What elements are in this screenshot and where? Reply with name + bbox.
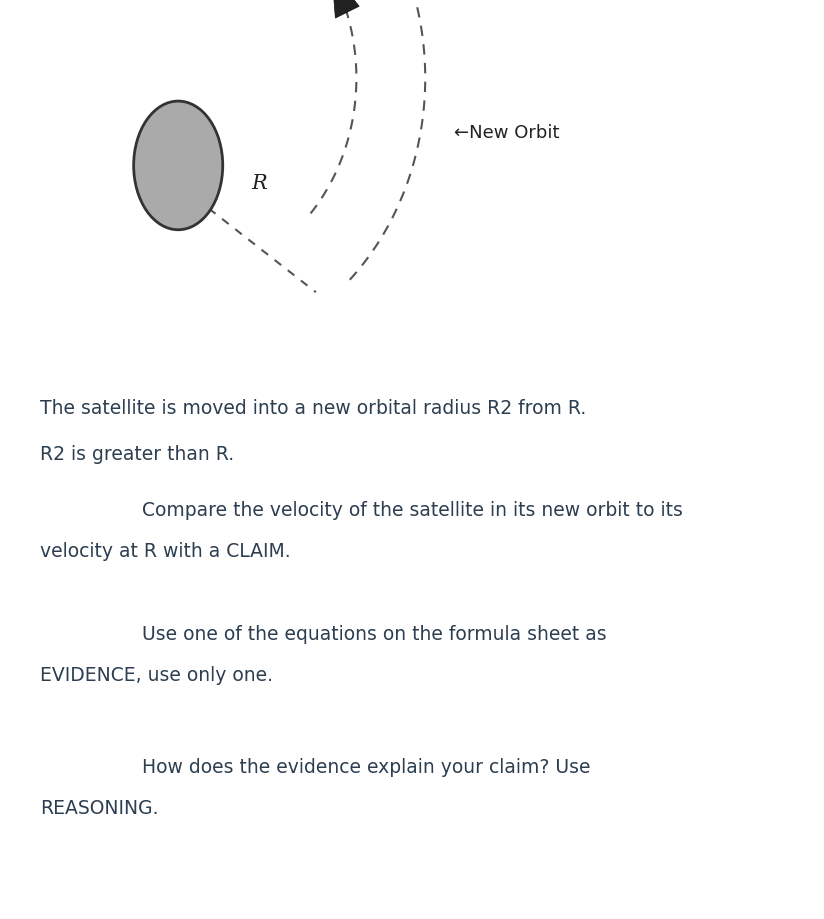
Text: Compare the velocity of the satellite in its new orbit to its: Compare the velocity of the satellite in… bbox=[142, 501, 682, 519]
Text: R2 is greater than R.: R2 is greater than R. bbox=[40, 446, 235, 464]
Text: REASONING.: REASONING. bbox=[40, 800, 159, 818]
Text: velocity at R with a CLAIM.: velocity at R with a CLAIM. bbox=[40, 542, 291, 561]
Text: ←New Orbit: ←New Orbit bbox=[453, 124, 559, 142]
Text: Use one of the equations on the formula sheet as: Use one of the equations on the formula … bbox=[142, 625, 606, 643]
Ellipse shape bbox=[133, 101, 222, 230]
Text: EVIDENCE, use only one.: EVIDENCE, use only one. bbox=[40, 666, 274, 685]
Polygon shape bbox=[332, 0, 359, 18]
Text: R: R bbox=[251, 175, 267, 193]
Text: The satellite is moved into a new orbital radius R2 from R.: The satellite is moved into a new orbita… bbox=[40, 400, 587, 418]
Text: How does the evidence explain your claim? Use: How does the evidence explain your claim… bbox=[142, 758, 590, 777]
